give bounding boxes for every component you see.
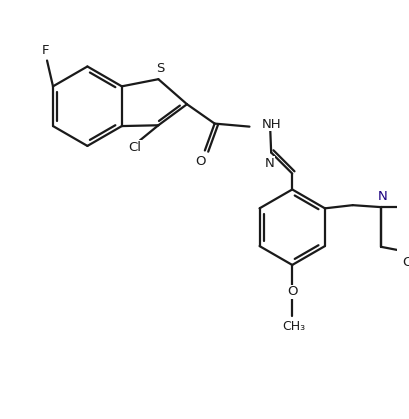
Text: Cl: Cl bbox=[128, 141, 141, 154]
Text: S: S bbox=[156, 62, 164, 75]
Text: F: F bbox=[41, 44, 49, 57]
Text: O: O bbox=[195, 155, 206, 168]
Text: O: O bbox=[286, 285, 297, 298]
Text: N: N bbox=[377, 189, 387, 202]
Text: O: O bbox=[401, 256, 409, 269]
Text: N: N bbox=[264, 157, 274, 170]
Text: NH: NH bbox=[261, 118, 280, 131]
Text: CH₃: CH₃ bbox=[281, 321, 305, 334]
